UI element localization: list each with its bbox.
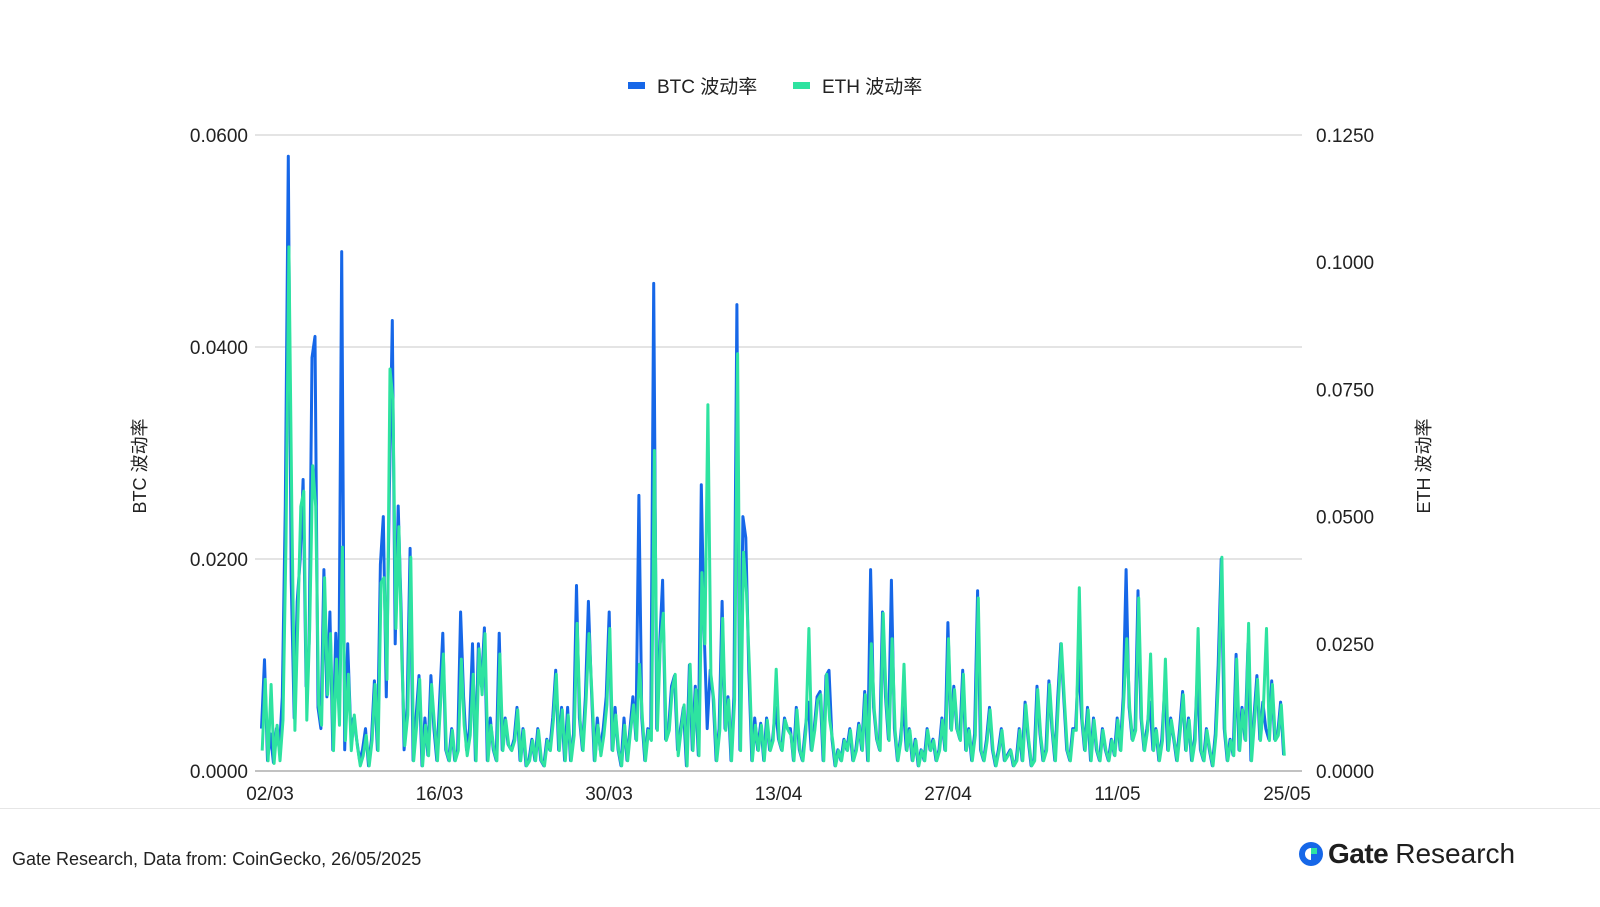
- brand-sub: Research: [1395, 838, 1516, 869]
- legend-swatch-btc: [628, 82, 645, 89]
- series-layer: [260, 154, 1286, 768]
- legend-label-eth: ETH 波动率: [822, 76, 922, 98]
- brand-logo: Gate Research: [1298, 838, 1515, 870]
- footer-divider: [0, 808, 1600, 809]
- gate-logo-icon: [1299, 842, 1323, 866]
- y-right-tick-label: 0.0500: [1316, 508, 1374, 529]
- brand-name: Gate: [1328, 838, 1389, 869]
- x-tick-label: 13/04: [755, 784, 803, 805]
- legend-label-btc: BTC 波动率: [657, 76, 757, 98]
- x-tick-label: 11/05: [1094, 784, 1140, 805]
- y-left-tick-label: 0.0200: [190, 550, 248, 571]
- legend-item-btc[interactable]: BTC 波动率: [628, 76, 757, 98]
- series-line-eth: [260, 245, 1286, 768]
- y-right-tick-label: 0.0750: [1316, 380, 1374, 401]
- legend: BTC 波动率 ETH 波动率: [628, 76, 922, 98]
- x-tick-label: 02/03: [246, 784, 294, 805]
- x-tick-label: 16/03: [416, 784, 464, 805]
- gridlines: [255, 134, 1302, 772]
- legend-item-eth[interactable]: ETH 波动率: [793, 76, 922, 98]
- legend-swatch-eth: [793, 82, 810, 89]
- y-left-tick-label: 0.0600: [190, 126, 248, 147]
- y-right-tick-label: 0.1250: [1316, 126, 1374, 147]
- y-left-tick-label: 0.0000: [190, 762, 248, 783]
- x-tick-label: 25/05: [1263, 784, 1311, 805]
- y-left-axis-title: BTC 波动率: [130, 418, 150, 513]
- series-line-btc: [260, 154, 1286, 768]
- x-tick-label: 27/04: [924, 784, 972, 805]
- y-right-tick-label: 0.0000: [1316, 762, 1374, 783]
- y-right-axis-title: ETH 波动率: [1414, 418, 1434, 513]
- y-left-tick-label: 0.0400: [190, 338, 248, 359]
- source-note: Gate Research, Data from: CoinGecko, 26/…: [12, 849, 422, 869]
- y-right-tick-label: 0.1000: [1316, 253, 1374, 274]
- y-right-tick-label: 0.0250: [1316, 635, 1374, 656]
- x-tick-label: 30/03: [585, 784, 633, 805]
- tick-labels: 0.0000 0.0200 0.0400 0.0600 0.0000 0.0250 0.05…: [190, 126, 1374, 805]
